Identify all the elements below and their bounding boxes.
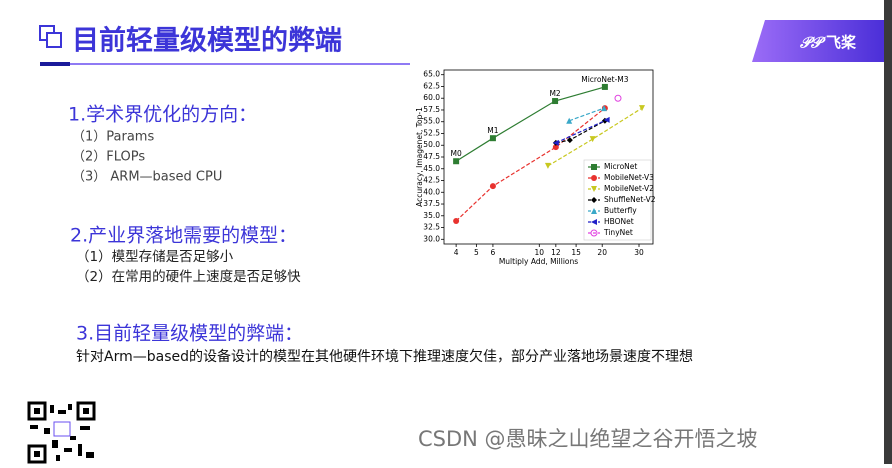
legend-label: MobileNet-V2 [604,184,654,193]
series-line [455,107,606,222]
logo-icon: 𝒫𝒫 [799,34,826,52]
list-item: （3） ARM—based CPU [72,170,222,185]
x-tick-label: 30 [634,248,644,257]
marker [566,137,573,144]
point-label: MicroNet-M3 [581,75,629,84]
legend-marker [591,197,597,203]
y-tick-label: 65.0 [423,70,440,79]
y-tick-label: 30.0 [423,234,440,243]
marker [552,144,559,151]
section-heading: 1.学术界优化的方向： [68,104,257,126]
marker [453,217,460,224]
x-tick-label: 12 [551,248,561,257]
y-tick-label: 55.0 [423,117,440,126]
legend-marker [591,164,597,170]
section-heading: 2.产业界落地需要的模型： [70,225,297,247]
legend-marker [591,186,597,192]
marker [603,116,610,123]
title-underline-accent [40,62,70,66]
legend-label: Butterfly [604,206,637,215]
marker [589,136,596,143]
marker [552,139,559,146]
y-tick-label: 35.0 [423,211,440,220]
x-tick-label: 6 [491,248,496,257]
x-tick-label: 20 [597,248,607,257]
series-line [555,119,607,144]
x-axis-label: Multiply Add, Millions [499,257,578,266]
list-item: （1）Params [72,130,154,145]
chart: 4 5 6 10 12 15 20 30 30.0 32.5 35.0 37.5 40.0 42.5 45.… [415,69,656,266]
legend-label: TinyNet [603,228,633,237]
marker [601,83,608,90]
y-tick-label: 52.5 [423,128,440,137]
y-tick-label: 45.0 [423,164,440,173]
series-line [568,107,605,122]
point-label: M0 [450,149,461,158]
logo-banner [752,20,884,62]
series-line [547,107,643,167]
point-label: M2 [549,89,560,98]
qr-code [27,401,96,464]
y-axis-label: Accuracy, Imagenet, Top-1 [415,107,424,207]
body-text: 针对Arm—based的设备设计的模型在其他硬件环境下推理速度欠佳，部分产业落地… [76,348,693,365]
edge-strip [884,0,892,464]
y-tick-label: 40.0 [423,187,440,196]
marker [489,135,496,142]
x-tick-label: 10 [535,248,545,257]
watermark: CSDN @愚昧之山绝望之谷开悟之坡 [418,427,758,451]
y-tick-label: 60.0 [423,93,440,102]
legend-label: HBONet [604,217,634,226]
legend-label: MobileNet-V3 [604,173,654,182]
marker [614,94,622,102]
legend-marker [591,175,597,181]
list-item: （2）在常用的硬件上速度是否足够快 [76,269,301,285]
legend-marker [591,219,597,225]
x-tick-label: 15 [571,248,581,257]
x-tick-label: 4 [454,248,459,257]
legend-marker [590,229,598,237]
y-tick-label: 32.5 [423,223,440,232]
legend-label: ShuffleNet-V2 [604,195,656,204]
section-heading: 3.目前轻量级模型的弊端： [76,323,303,345]
y-tick-label: 50.0 [423,140,440,149]
title-icon [46,32,62,48]
legend-label: MicroNet [604,162,637,171]
marker [601,105,608,112]
y-tick-label: 37.5 [423,199,440,208]
marker [566,117,573,124]
logo-text: 飞桨 [826,34,857,52]
point-label: M1 [487,126,498,135]
list-item: （1）模型存储是否足够小 [76,249,234,265]
y-tick-label: 42.5 [423,176,440,185]
legend-marker [591,208,597,214]
list-item: （2）FLOPs [72,150,145,165]
y-tick-label: 62.5 [423,81,440,90]
x-tick-label: 5 [474,248,479,257]
marker [489,183,496,190]
marker [552,98,559,105]
slide-title: 目前轻量级模型的弊端 [72,25,342,57]
marker [453,158,460,165]
y-tick-label: 47.5 [423,152,440,161]
y-tick-label: 57.5 [423,105,440,114]
series-line [455,86,606,162]
marker [544,162,551,169]
marker [638,105,645,112]
